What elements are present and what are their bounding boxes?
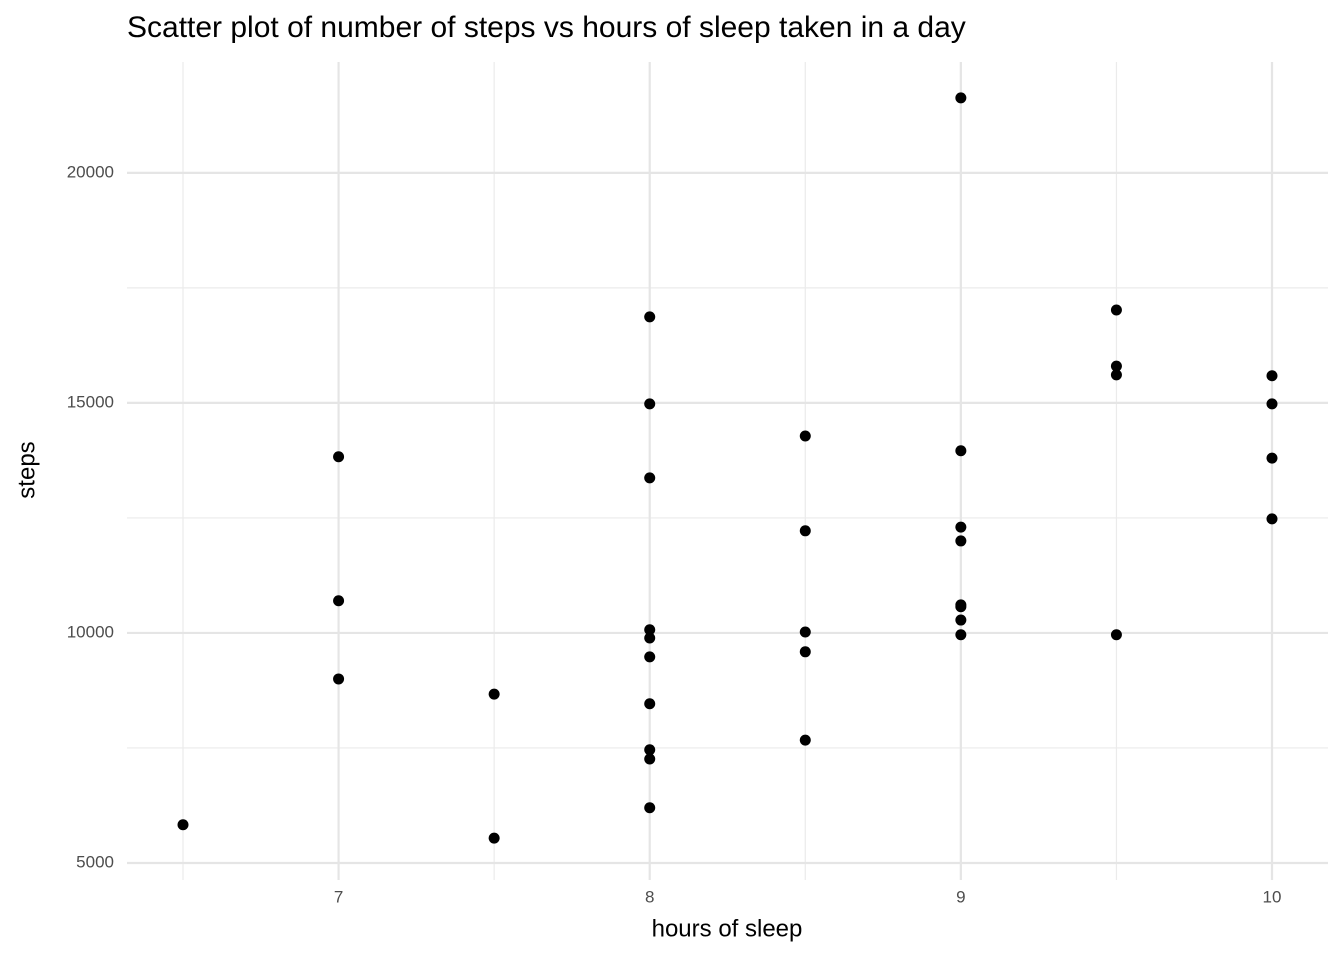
point bbox=[644, 398, 656, 410]
point bbox=[333, 451, 345, 463]
point bbox=[955, 629, 967, 641]
point bbox=[644, 624, 656, 636]
point bbox=[644, 311, 656, 323]
point bbox=[1110, 629, 1122, 641]
point bbox=[644, 744, 656, 756]
point bbox=[799, 525, 811, 537]
x-tick-label: 10 bbox=[1263, 887, 1282, 906]
point bbox=[955, 521, 967, 533]
x-axis-title: hours of sleep bbox=[652, 915, 803, 942]
x-tick-label: 9 bbox=[956, 887, 965, 906]
point bbox=[644, 472, 656, 484]
point bbox=[1266, 513, 1278, 525]
point bbox=[1110, 304, 1122, 316]
point bbox=[955, 601, 967, 613]
y-tick-label: 20000 bbox=[67, 162, 114, 181]
point bbox=[955, 535, 967, 547]
point bbox=[644, 698, 656, 710]
point bbox=[177, 819, 189, 831]
point bbox=[799, 646, 811, 658]
point bbox=[333, 673, 345, 685]
y-tick-label: 15000 bbox=[67, 392, 114, 411]
point bbox=[1266, 370, 1278, 382]
point bbox=[644, 802, 656, 814]
point bbox=[1266, 452, 1278, 464]
y-tick-label: 5000 bbox=[76, 852, 114, 871]
point bbox=[644, 632, 656, 644]
point bbox=[1110, 369, 1122, 381]
point bbox=[1266, 398, 1278, 410]
y-tick-label: 10000 bbox=[67, 622, 114, 641]
point bbox=[955, 445, 967, 457]
point bbox=[955, 92, 967, 104]
x-tick-label: 8 bbox=[645, 887, 654, 906]
point bbox=[799, 734, 811, 746]
point bbox=[644, 753, 656, 765]
point bbox=[799, 626, 811, 638]
point bbox=[955, 614, 967, 626]
point bbox=[333, 595, 345, 607]
point bbox=[488, 832, 500, 844]
point bbox=[488, 688, 500, 700]
point bbox=[644, 651, 656, 663]
y-axis-title: steps bbox=[13, 441, 40, 498]
chart-title: Scatter plot of number of steps vs hours… bbox=[127, 11, 966, 44]
point bbox=[1110, 360, 1122, 372]
point bbox=[799, 430, 811, 442]
x-tick-label: 7 bbox=[334, 887, 343, 906]
